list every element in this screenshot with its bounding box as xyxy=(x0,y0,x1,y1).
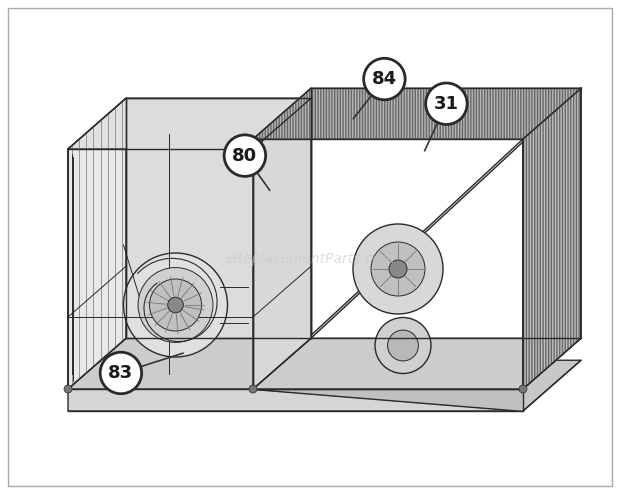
Circle shape xyxy=(138,268,213,342)
Circle shape xyxy=(64,385,72,393)
Polygon shape xyxy=(68,98,126,389)
Circle shape xyxy=(364,58,405,100)
Circle shape xyxy=(249,385,257,393)
Polygon shape xyxy=(126,98,311,338)
Text: eReplacementParts.com: eReplacementParts.com xyxy=(225,252,395,266)
Polygon shape xyxy=(253,98,311,389)
Circle shape xyxy=(371,242,425,296)
Polygon shape xyxy=(253,88,581,389)
Polygon shape xyxy=(68,338,581,389)
Circle shape xyxy=(388,330,418,361)
Circle shape xyxy=(100,352,141,394)
Polygon shape xyxy=(253,389,523,411)
Polygon shape xyxy=(68,389,523,411)
Polygon shape xyxy=(523,88,581,389)
Polygon shape xyxy=(253,88,581,139)
Text: 80: 80 xyxy=(232,147,257,165)
Circle shape xyxy=(426,83,467,124)
Text: 31: 31 xyxy=(434,95,459,113)
Circle shape xyxy=(167,297,184,313)
Circle shape xyxy=(353,224,443,314)
Circle shape xyxy=(224,135,265,176)
Text: 84: 84 xyxy=(372,70,397,88)
Circle shape xyxy=(389,260,407,278)
Circle shape xyxy=(123,253,228,357)
Circle shape xyxy=(149,279,202,331)
Polygon shape xyxy=(68,360,581,411)
Polygon shape xyxy=(68,98,311,149)
Text: 83: 83 xyxy=(108,364,133,382)
Circle shape xyxy=(519,385,527,393)
Circle shape xyxy=(375,318,431,373)
